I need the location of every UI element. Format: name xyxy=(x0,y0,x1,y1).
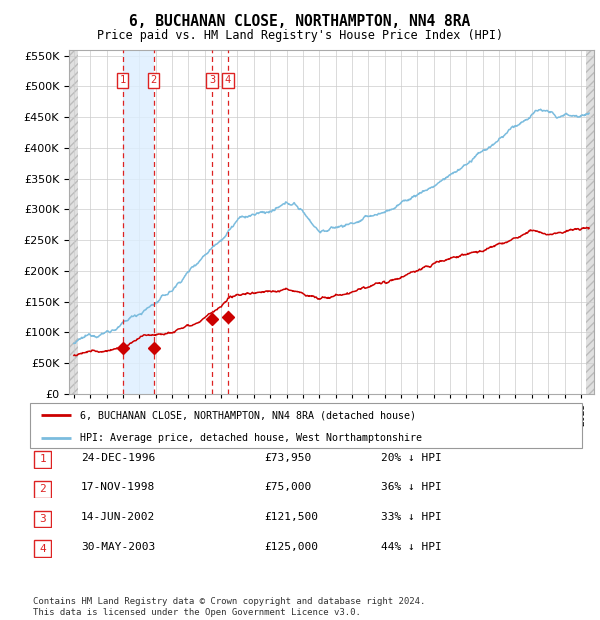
Bar xyxy=(122,50,154,394)
Text: Contains HM Land Registry data © Crown copyright and database right 2024.
This d: Contains HM Land Registry data © Crown c… xyxy=(33,598,425,617)
Text: 3: 3 xyxy=(39,514,46,524)
FancyBboxPatch shape xyxy=(34,511,51,527)
Text: £73,950: £73,950 xyxy=(264,453,311,463)
Text: 14-JUN-2002: 14-JUN-2002 xyxy=(81,512,155,522)
Text: 2: 2 xyxy=(151,75,157,86)
Text: 1: 1 xyxy=(119,75,126,86)
FancyBboxPatch shape xyxy=(34,451,51,467)
Text: 6, BUCHANAN CLOSE, NORTHAMPTON, NN4 8RA: 6, BUCHANAN CLOSE, NORTHAMPTON, NN4 8RA xyxy=(130,14,470,29)
Bar xyxy=(586,50,594,394)
Text: 17-NOV-1998: 17-NOV-1998 xyxy=(81,482,155,492)
FancyBboxPatch shape xyxy=(30,403,582,448)
FancyBboxPatch shape xyxy=(34,540,51,557)
Text: 4: 4 xyxy=(225,75,231,86)
Text: 36% ↓ HPI: 36% ↓ HPI xyxy=(381,482,442,492)
Text: 6, BUCHANAN CLOSE, NORTHAMPTON, NN4 8RA (detached house): 6, BUCHANAN CLOSE, NORTHAMPTON, NN4 8RA … xyxy=(80,410,416,420)
Text: £125,000: £125,000 xyxy=(264,542,318,552)
Bar xyxy=(69,50,78,394)
Text: 33% ↓ HPI: 33% ↓ HPI xyxy=(381,512,442,522)
Text: Price paid vs. HM Land Registry's House Price Index (HPI): Price paid vs. HM Land Registry's House … xyxy=(97,29,503,42)
Text: HPI: Average price, detached house, West Northamptonshire: HPI: Average price, detached house, West… xyxy=(80,433,422,443)
Text: 44% ↓ HPI: 44% ↓ HPI xyxy=(381,542,442,552)
Text: £121,500: £121,500 xyxy=(264,512,318,522)
FancyBboxPatch shape xyxy=(34,481,51,497)
Text: 4: 4 xyxy=(39,544,46,554)
Text: 20% ↓ HPI: 20% ↓ HPI xyxy=(381,453,442,463)
Text: £75,000: £75,000 xyxy=(264,482,311,492)
Text: 24-DEC-1996: 24-DEC-1996 xyxy=(81,453,155,463)
Text: 1: 1 xyxy=(39,454,46,464)
Text: 2: 2 xyxy=(39,484,46,494)
Text: 30-MAY-2003: 30-MAY-2003 xyxy=(81,542,155,552)
Text: 3: 3 xyxy=(209,75,215,86)
